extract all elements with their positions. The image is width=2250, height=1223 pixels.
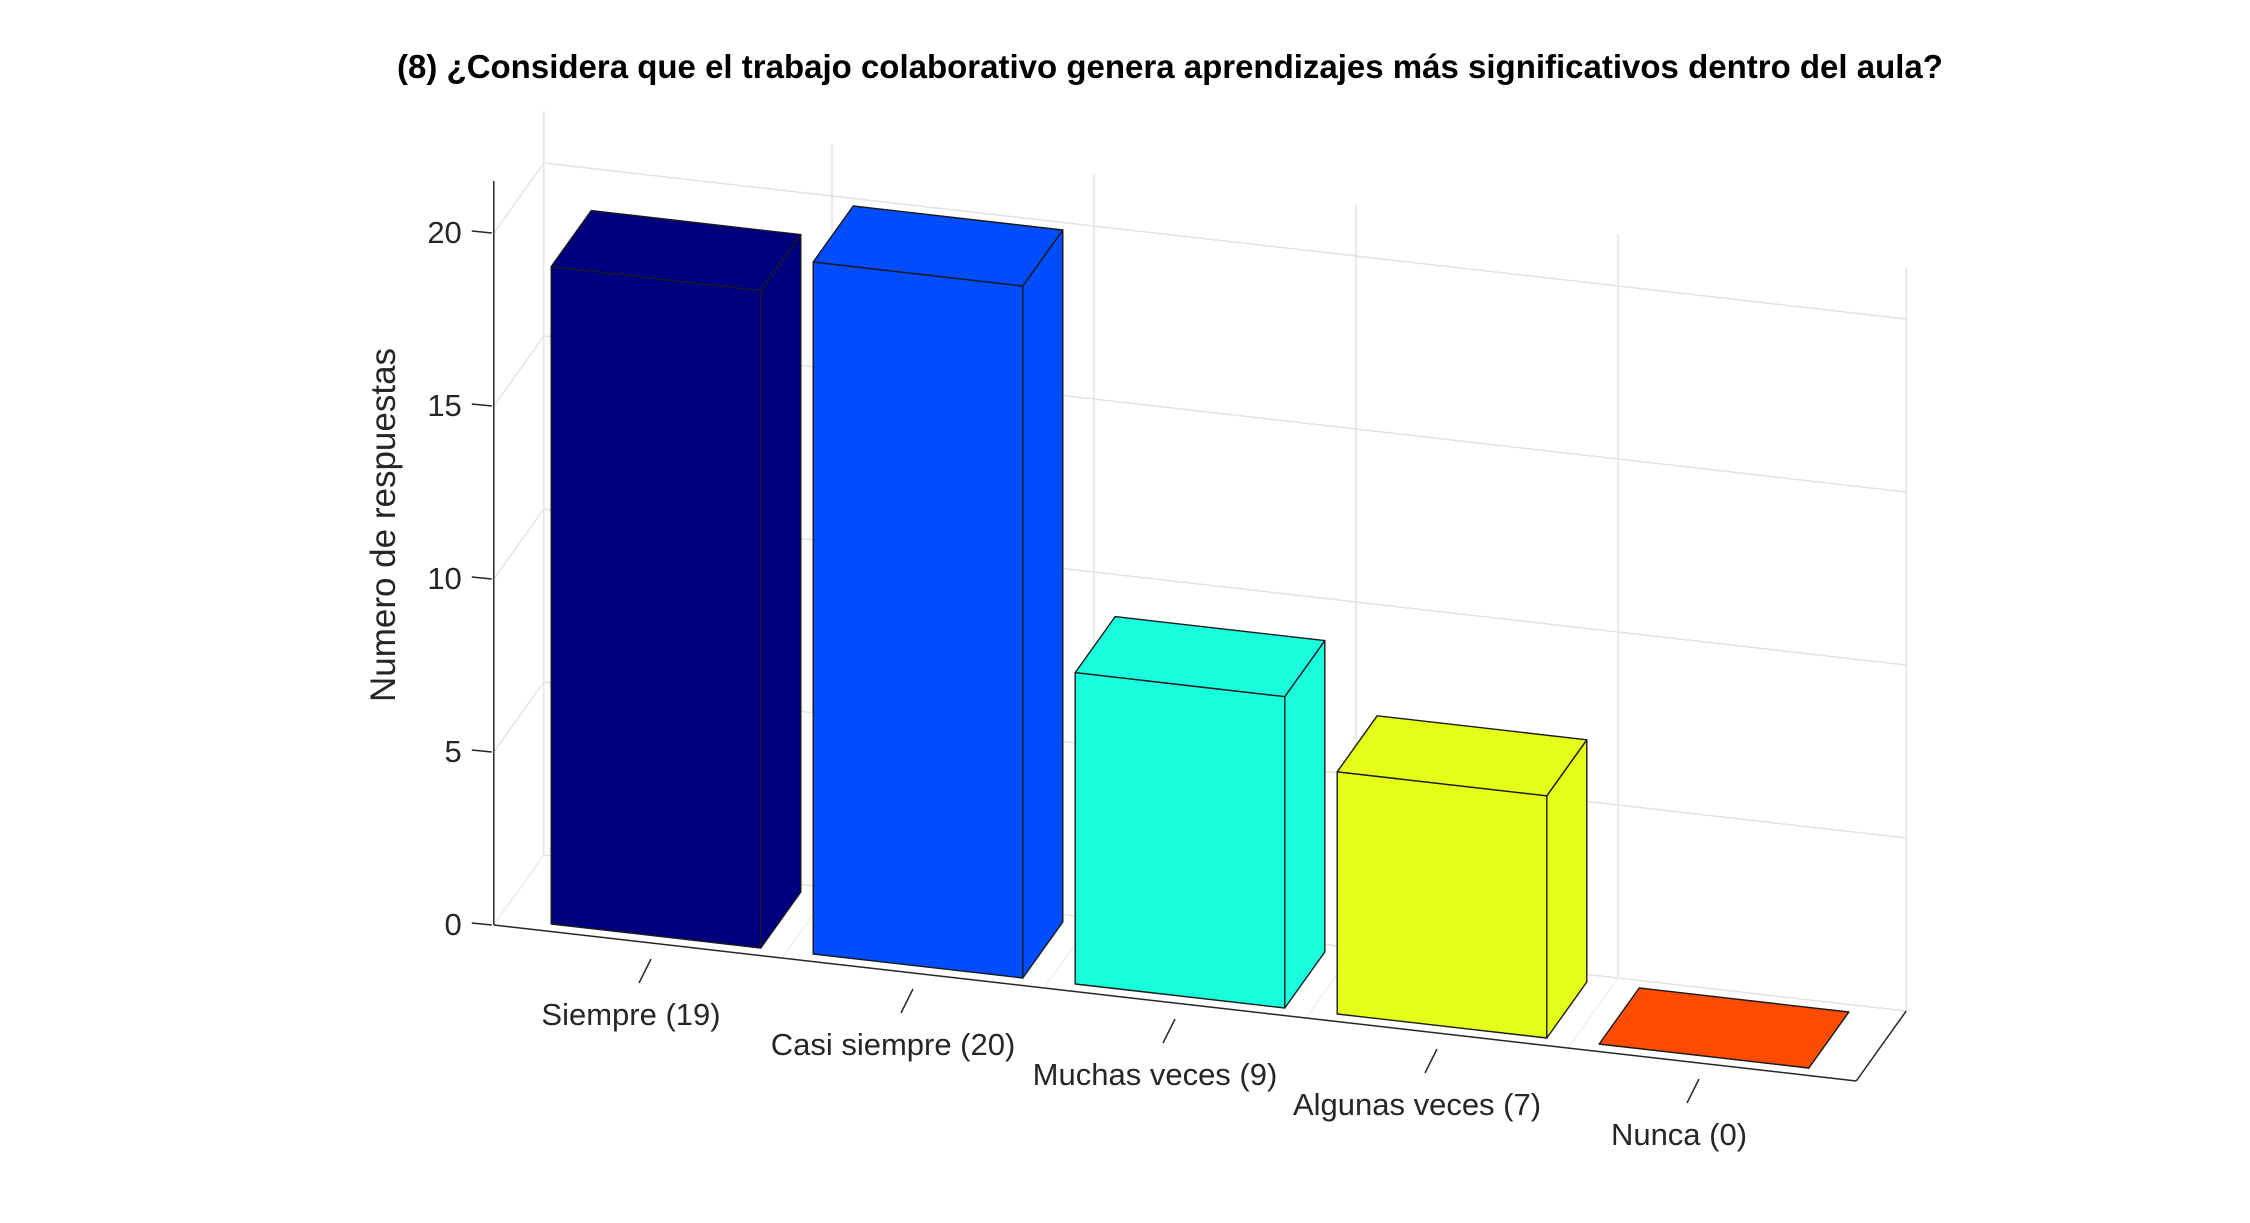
bar-4-top — [1598, 987, 1850, 1069]
x-tick-label-4: Nunca (0) — [1611, 1117, 1747, 1152]
bar-1 — [812, 205, 1064, 979]
bar-2-side — [1284, 639, 1326, 1009]
bar-3-top — [1336, 715, 1588, 797]
bar-0-front — [550, 265, 762, 949]
y-axis-label: Numero de respuestas — [364, 348, 403, 702]
y-tick-3 — [471, 403, 492, 407]
x-axis-line — [493, 924, 1857, 1082]
bar-1-top — [812, 205, 1064, 287]
x-tick-label-3: Algunas veces (7) — [1293, 1087, 1541, 1122]
bars-layer — [550, 205, 1850, 1069]
y-tick-label-3: 15 — [427, 388, 461, 423]
y-tick-label-0: 0 — [445, 907, 462, 942]
y-tick-4 — [471, 230, 492, 234]
grid-line-back-4 — [543, 162, 1907, 320]
x-tick-2 — [1162, 1018, 1176, 1044]
chart-title: (8) ¿Considera que el trabajo colaborati… — [397, 48, 1943, 85]
x-tick-3 — [1424, 1048, 1438, 1074]
y-tick-label-4: 20 — [427, 215, 461, 250]
x-tick-label-1: Casi siempre (20) — [771, 1027, 1016, 1062]
bar-0-top — [550, 209, 802, 292]
z-axis-line — [1855, 1010, 1907, 1082]
y-tick-2 — [471, 576, 492, 580]
bar-3 — [1336, 715, 1588, 1039]
grid-line-side-3 — [493, 335, 545, 407]
axis-layer — [471, 181, 1907, 1104]
grid-line-floor-4 — [1567, 977, 1619, 1049]
grid-line-side-1 — [493, 681, 545, 753]
y-tick-label-2: 10 — [427, 561, 461, 596]
grid-line-floor-0 — [493, 854, 545, 926]
x-tick-label-0: Siempre (19) — [541, 997, 720, 1032]
bar-0 — [550, 209, 802, 949]
x-tick-label-2: Muchas veces (9) — [1033, 1057, 1278, 1092]
x-tick-4 — [1686, 1078, 1700, 1104]
bar-2 — [1074, 615, 1326, 1009]
bar-0-side — [760, 233, 802, 949]
labels-layer: 0 5 10 15 20 Siempre (19) Casi siempre (20) Muc… — [427, 215, 1747, 1152]
x-tick-1 — [900, 988, 914, 1014]
bar-1-side — [1022, 229, 1064, 979]
bar-2-front — [1074, 671, 1286, 1009]
x-tick-0 — [638, 958, 652, 984]
y-tick-label-1: 5 — [445, 734, 462, 769]
bar-4 — [1598, 987, 1850, 1069]
bar-1-front — [812, 261, 1024, 979]
grid-line-side-4 — [493, 162, 545, 234]
bar-3-front — [1336, 771, 1548, 1039]
y-tick-1 — [471, 749, 492, 753]
y-tick-0 — [471, 922, 492, 926]
bar-2-top — [1074, 615, 1326, 698]
grid-line-side-2 — [493, 508, 545, 580]
